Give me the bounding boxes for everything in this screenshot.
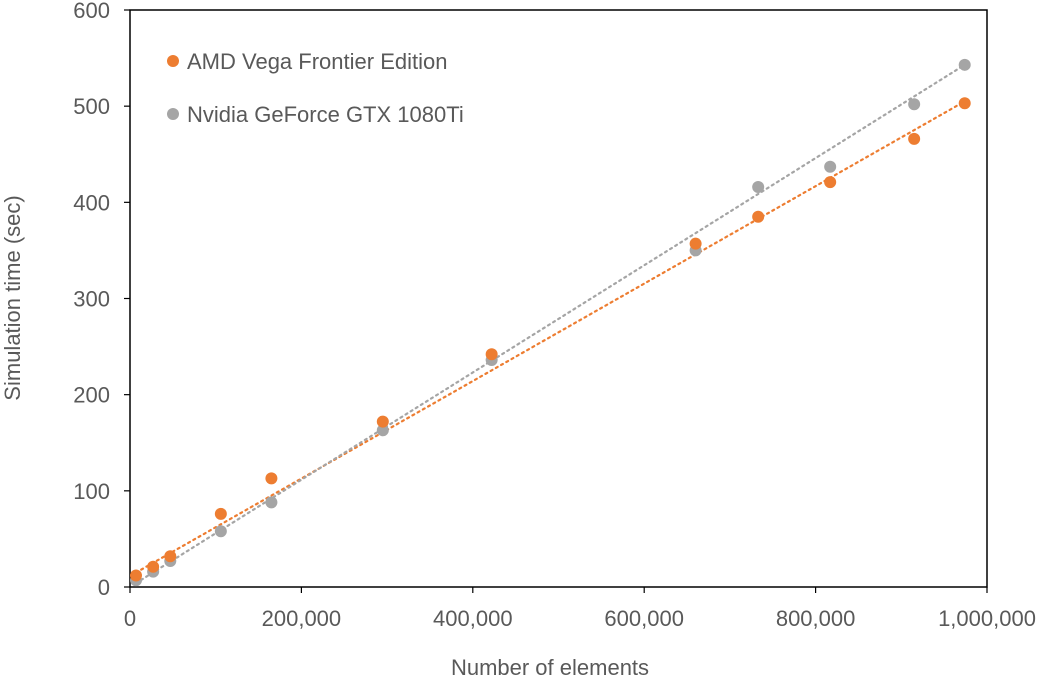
y-tick-label: 0 (98, 575, 110, 600)
y-tick-label: 500 (73, 94, 110, 119)
x-axis-ticks: 0 200,000 400,000 600,000 800,000 1,000,000 (124, 587, 1036, 631)
data-point (164, 550, 177, 563)
data-point (376, 424, 389, 437)
y-tick-label: 200 (73, 383, 110, 408)
legend-label: Nvidia GeForce GTX 1080Ti (187, 102, 464, 127)
legend-label: AMD Vega Frontier Edition (187, 49, 447, 74)
data-point (485, 348, 498, 361)
data-point (265, 472, 278, 485)
data-point (147, 560, 160, 573)
y-tick-label: 300 (73, 287, 110, 312)
data-point (265, 496, 278, 509)
x-axis-title: Number of elements (451, 655, 649, 678)
trendline (134, 63, 966, 585)
data-point (908, 132, 921, 145)
y-tick-label: 400 (73, 190, 110, 215)
data-point (214, 525, 227, 538)
data-point (958, 58, 971, 71)
data-point (958, 97, 971, 110)
x-tick-label: 600,000 (604, 606, 684, 631)
y-tick-label: 100 (73, 479, 110, 504)
x-tick-label: 400,000 (433, 606, 513, 631)
data-point (752, 180, 765, 193)
x-tick-label: 0 (124, 606, 136, 631)
plot-area-frame (129, 9, 988, 588)
y-axis-title: Simulation time (sec) (0, 195, 25, 400)
legend-marker (167, 55, 179, 67)
data-point (824, 160, 837, 173)
data-point (214, 507, 227, 520)
data-point (129, 569, 142, 582)
trendlines (134, 63, 966, 585)
legend: AMD Vega Frontier Edition Nvidia GeForce … (167, 49, 464, 127)
legend-marker (167, 108, 179, 120)
data-point (376, 415, 389, 428)
data-point (824, 176, 837, 189)
y-tick-label: 600 (73, 0, 110, 23)
x-tick-label: 1,000,000 (938, 606, 1036, 631)
x-tick-label: 800,000 (776, 606, 856, 631)
y-axis-ticks: 0 100 200 300 400 500 600 (73, 0, 130, 600)
data-point (689, 237, 702, 250)
trendline (134, 100, 966, 574)
data-point (752, 210, 765, 223)
data-points (129, 58, 971, 587)
x-tick-label: 200,000 (262, 606, 342, 631)
data-point (908, 98, 921, 111)
